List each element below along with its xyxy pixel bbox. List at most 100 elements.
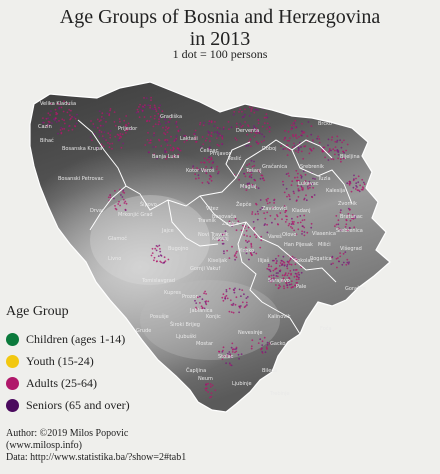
population-dot (164, 151, 166, 154)
population-dot (209, 396, 211, 399)
population-dot (285, 187, 288, 190)
population-dot (303, 231, 306, 233)
population-dot (278, 270, 281, 272)
population-dot (345, 263, 348, 266)
population-dot (250, 242, 253, 245)
population-dot (55, 111, 58, 114)
population-dot (234, 303, 237, 306)
place-label: Brčko (318, 120, 332, 127)
population-dot (224, 296, 227, 298)
population-dot (71, 116, 73, 118)
population-dot (203, 168, 206, 171)
population-dot (293, 145, 296, 147)
population-dot (117, 203, 120, 205)
population-dot (60, 106, 63, 109)
population-dot (246, 235, 248, 237)
population-dot (284, 129, 286, 132)
population-dot (96, 146, 99, 149)
population-dot (337, 157, 339, 160)
population-dot (158, 108, 161, 111)
population-dot (209, 140, 211, 143)
population-dot (224, 230, 227, 233)
population-dot (74, 117, 77, 120)
population-dot (231, 342, 234, 345)
population-dot (283, 138, 286, 141)
population-dot (324, 156, 326, 159)
population-dot (250, 174, 253, 176)
population-dot (256, 218, 259, 221)
population-dot (63, 100, 65, 103)
population-dot (232, 348, 235, 350)
population-dot (310, 226, 313, 229)
population-dot (259, 105, 262, 107)
population-dot (295, 137, 298, 140)
population-dot (111, 147, 113, 150)
population-dot (156, 245, 159, 248)
population-dot (215, 137, 218, 140)
credit-website: (www.milosp.info) (6, 440, 83, 451)
population-dot (149, 141, 152, 144)
population-dot (275, 262, 278, 264)
population-dot (297, 172, 299, 175)
population-dot (337, 151, 340, 154)
population-dot (240, 229, 243, 232)
population-dot (199, 121, 202, 124)
place-label: Grude (136, 328, 151, 334)
population-dot (251, 165, 254, 168)
population-dot (233, 111, 236, 113)
population-dot (166, 139, 169, 141)
population-dot (207, 391, 210, 393)
population-dot (272, 269, 275, 272)
population-dot (244, 305, 247, 308)
population-dot (68, 125, 71, 127)
population-dot (281, 259, 283, 262)
population-dot (256, 210, 259, 213)
population-dot (98, 120, 101, 123)
population-dot (291, 286, 294, 288)
population-dot (304, 180, 307, 182)
population-dot (207, 300, 210, 303)
population-dot (243, 172, 245, 175)
population-dot (204, 302, 207, 304)
population-dot (60, 132, 63, 135)
population-dot (285, 218, 288, 221)
population-dot (204, 139, 207, 142)
population-dot (273, 278, 275, 281)
population-dots (42, 96, 366, 399)
population-dot (158, 106, 160, 109)
population-dot (288, 281, 290, 284)
population-dot (363, 183, 366, 186)
population-dot (210, 179, 213, 182)
population-dot (223, 237, 226, 240)
population-dot (259, 199, 262, 201)
population-dot (318, 138, 321, 140)
population-dot (244, 108, 246, 111)
population-dot (352, 179, 355, 182)
population-dot (253, 160, 255, 163)
population-dot (176, 126, 179, 128)
population-dot (254, 213, 257, 216)
population-dot (339, 211, 342, 214)
population-dot (338, 260, 340, 263)
population-dot (273, 202, 275, 204)
population-dot (261, 351, 264, 353)
population-dot (266, 116, 269, 119)
population-dot (292, 134, 294, 136)
population-dot (296, 273, 298, 275)
population-dot (334, 149, 336, 152)
population-dot (195, 308, 198, 311)
population-dot (68, 108, 71, 111)
population-dot (218, 132, 221, 135)
population-dot (340, 229, 343, 232)
population-dot (46, 124, 49, 127)
map-subtitle: 1 dot = 100 persons (172, 47, 268, 61)
population-dot (226, 297, 229, 300)
population-dot (248, 176, 251, 178)
population-dot (259, 132, 261, 135)
population-dot (283, 274, 286, 277)
population-dot (179, 149, 182, 152)
population-dot (159, 248, 161, 250)
population-dot (257, 168, 259, 171)
population-dot (251, 128, 254, 131)
place-label: Tešanj (245, 167, 262, 174)
